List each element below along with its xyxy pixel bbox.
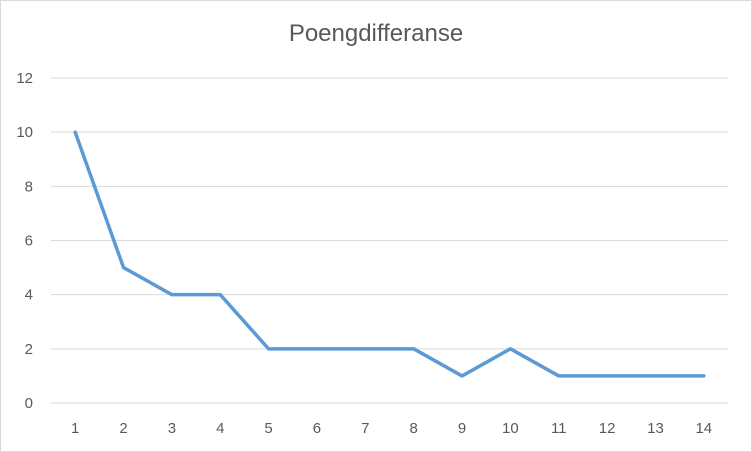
x-tick-label: 1 — [71, 420, 79, 437]
x-tick-label: 11 — [551, 420, 567, 437]
y-tick-label: 10 — [16, 124, 33, 141]
x-tick-label: 2 — [119, 420, 127, 437]
x-tick-label: 5 — [264, 420, 272, 437]
x-tick-label: 10 — [502, 420, 519, 437]
x-tick-label: 6 — [313, 420, 321, 437]
x-tick-label: 13 — [647, 420, 664, 437]
series-line — [73, 130, 706, 378]
x-tick-label: 9 — [458, 420, 466, 437]
y-tick-label: 12 — [16, 70, 33, 87]
y-tick-label: 6 — [25, 233, 33, 250]
x-tick-label: 3 — [168, 420, 176, 437]
y-tick-label: 2 — [25, 341, 33, 358]
x-tick-label: 7 — [361, 420, 369, 437]
chart-title: Poengdifferanse — [288, 20, 464, 47]
x-tick-label: 14 — [695, 420, 712, 437]
x-tick-label: 4 — [216, 420, 224, 437]
x-tick-label: 12 — [599, 420, 616, 437]
y-tick-label: 4 — [25, 287, 33, 304]
y-tick-label: 8 — [25, 178, 33, 195]
y-tick-label: 0 — [25, 395, 33, 412]
x-tick-label: 8 — [410, 420, 418, 437]
